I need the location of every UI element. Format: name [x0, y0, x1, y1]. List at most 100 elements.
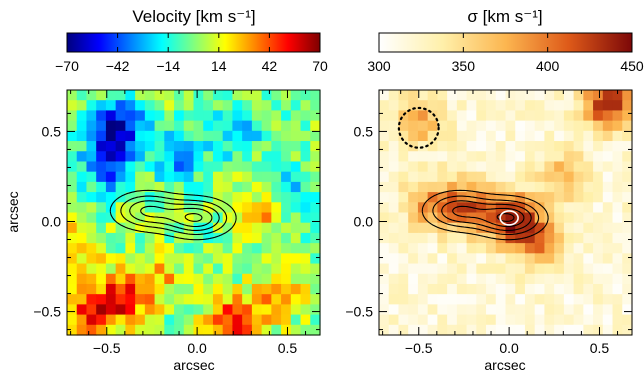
map-pixel	[125, 283, 136, 295]
map-pixel	[144, 283, 156, 295]
map-pixel	[96, 202, 107, 214]
map-pixel	[300, 120, 311, 132]
map-pixel	[593, 273, 604, 285]
map-pixel	[96, 314, 107, 326]
map-pixel	[602, 100, 614, 112]
map-pixel	[544, 222, 555, 234]
map-pixel	[242, 100, 253, 112]
map-pixel	[261, 232, 272, 244]
map-pixel	[505, 151, 516, 163]
map-pixel	[261, 222, 272, 234]
map-pixel	[193, 283, 204, 295]
map-pixel	[261, 202, 272, 214]
map-pixel	[398, 263, 409, 275]
map-pixel	[67, 253, 78, 265]
map-pixel	[290, 171, 302, 183]
map-pixel	[154, 110, 165, 122]
map-pixel	[515, 120, 526, 132]
map-pixel	[573, 90, 584, 101]
map-pixel	[524, 304, 536, 316]
map-pixel	[379, 253, 390, 265]
map-pixel	[67, 202, 78, 214]
map-pixel	[593, 181, 604, 193]
map-pixel	[96, 181, 107, 193]
map-pixel	[505, 161, 516, 173]
map-pixel	[154, 324, 165, 336]
map-pixel	[427, 304, 438, 316]
map-pixel	[398, 161, 409, 173]
map-pixel	[203, 314, 214, 326]
map-pixel	[261, 243, 272, 254]
map-pixel	[183, 120, 195, 132]
map-pixel	[281, 253, 292, 265]
map-pixel	[417, 212, 429, 224]
map-pixel	[212, 192, 224, 203]
map-pixel	[544, 192, 555, 203]
colorbar-tick-label: −14	[156, 58, 180, 74]
map-pixel	[164, 232, 175, 244]
sigma-colorbar	[379, 33, 633, 52]
map-pixel	[408, 253, 419, 265]
map-pixel	[476, 181, 487, 193]
map-pixel	[212, 212, 224, 224]
map-pixel	[261, 314, 272, 326]
map-pixel	[115, 90, 126, 101]
map-pixel	[417, 294, 429, 305]
map-pixel	[222, 181, 234, 193]
map-pixel	[427, 314, 438, 326]
map-pixel	[125, 273, 136, 285]
map-pixel	[583, 90, 594, 101]
map-pixel	[602, 324, 614, 336]
map-pixel	[544, 130, 555, 142]
map-pixel	[76, 212, 88, 224]
map-pixel	[602, 263, 614, 275]
map-pixel	[544, 273, 555, 285]
map-pixel	[154, 243, 165, 254]
map-pixel	[135, 314, 146, 326]
map-pixel	[612, 202, 623, 214]
map-pixel	[534, 253, 546, 265]
map-pixel	[164, 171, 175, 183]
map-pixel	[476, 90, 487, 101]
map-pixel	[212, 181, 224, 193]
map-pixel	[388, 314, 400, 326]
map-pixel	[183, 324, 195, 336]
map-pixel	[593, 171, 604, 183]
map-pixel	[437, 90, 448, 101]
colorbar-tick-label: 42	[262, 58, 278, 74]
map-pixel	[515, 151, 526, 163]
map-pixel	[310, 283, 321, 295]
map-pixel	[456, 161, 468, 173]
map-pixel	[115, 314, 126, 326]
map-pixel	[300, 161, 311, 173]
map-pixel	[290, 304, 302, 316]
map-pixel	[222, 263, 234, 275]
map-pixel	[398, 253, 409, 265]
map-pixel	[583, 120, 594, 132]
map-pixel	[76, 90, 88, 101]
map-pixel	[447, 304, 458, 316]
map-pixel	[203, 120, 214, 132]
map-pixel	[105, 212, 117, 224]
map-pixel	[212, 243, 224, 254]
map-pixel	[398, 151, 409, 163]
map-pixel	[398, 273, 409, 285]
map-pixel	[242, 304, 253, 316]
map-pixel	[466, 151, 477, 163]
map-pixel	[602, 294, 614, 305]
map-pixel	[125, 212, 136, 224]
map-pixel	[251, 90, 263, 101]
map-pixel	[583, 304, 594, 316]
map-pixel	[144, 304, 156, 316]
map-pixel	[125, 161, 136, 173]
map-pixel	[593, 243, 604, 254]
map-pixel	[612, 283, 623, 295]
map-pixel	[417, 120, 429, 132]
map-pixel	[310, 232, 321, 244]
map-pixel	[135, 212, 146, 224]
map-pixel	[212, 120, 224, 132]
map-pixel	[125, 110, 136, 122]
map-pixel	[563, 120, 575, 132]
map-pixel	[203, 141, 214, 152]
map-pixel	[144, 192, 156, 203]
